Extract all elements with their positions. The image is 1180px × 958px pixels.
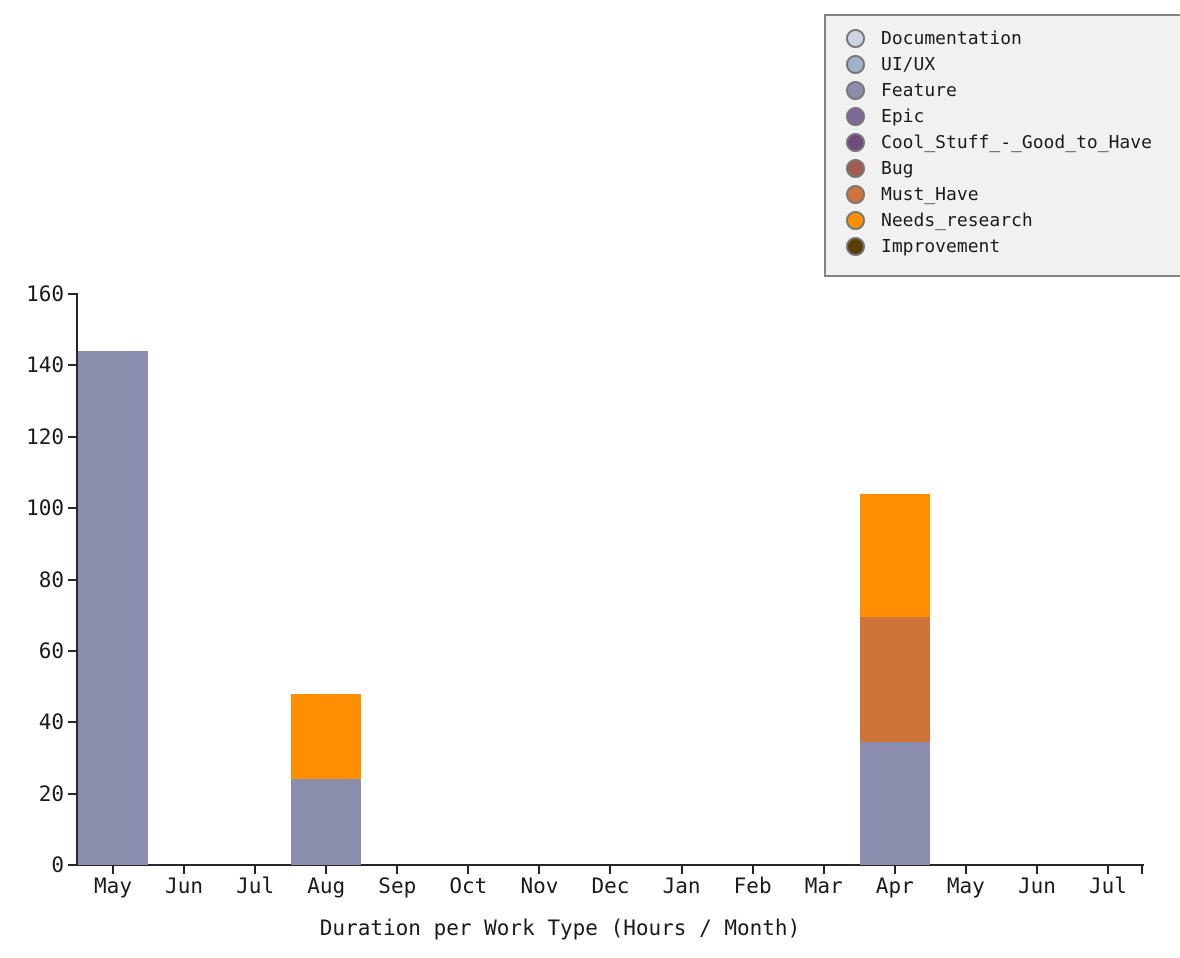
x-tick-mark	[538, 866, 541, 874]
legend-label: Must_Have	[881, 183, 979, 205]
bar-segment-must-have-apr	[859, 616, 930, 742]
x-tick-mark	[112, 866, 114, 874]
x-tick-label: Jul	[1089, 874, 1127, 898]
bar-segment-feature-aug	[291, 779, 362, 865]
x-tick-label: Sep	[378, 874, 417, 898]
legend-marker-icon	[846, 80, 865, 100]
legend-marker-icon	[846, 106, 865, 126]
x-axis-spine	[76, 864, 1144, 866]
legend-label: Epic	[881, 105, 925, 127]
x-tick-label: Jun	[165, 874, 204, 898]
legend-label: Needs_research	[881, 209, 1033, 231]
legend-marker-icon	[846, 54, 865, 74]
legend-label: Feature	[881, 79, 957, 101]
x-tick-mark	[964, 866, 967, 874]
y-tick-label: 60	[38, 638, 64, 663]
legend-item-epic: Epic	[846, 103, 1180, 129]
x-tick-mark	[822, 866, 825, 874]
bar-segment-needs-research-aug	[291, 693, 362, 780]
x-tick-mark	[1035, 866, 1038, 874]
legend-item-ui-ux: UI/UX	[846, 51, 1180, 77]
x-tick-label: May	[946, 874, 985, 898]
legend-item-documentation: Documentation	[846, 25, 1180, 51]
x-tick-mark	[396, 866, 399, 874]
y-axis-spine	[76, 293, 78, 866]
x-axis-end-tick	[1141, 866, 1143, 874]
y-tick-label: 140	[26, 353, 64, 378]
bar-segment-needs-research-apr	[859, 493, 930, 617]
legend-item-must-have: Must_Have	[846, 181, 1180, 207]
x-tick-label: Feb	[733, 874, 772, 898]
x-tick-label: May	[94, 874, 132, 898]
legend-label: UI/UX	[881, 53, 936, 75]
x-tick-mark	[183, 866, 186, 874]
legend-marker-icon	[846, 236, 865, 256]
x-tick-label: Jan	[662, 874, 701, 898]
legend-marker-icon	[846, 132, 865, 152]
y-tick-mark	[68, 792, 76, 795]
x-tick-label: Oct	[449, 874, 488, 898]
y-tick-label: 120	[26, 424, 64, 449]
bar-segment-feature-apr	[859, 741, 930, 865]
legend-label: Cool_Stuff_-_Good_to_Have	[881, 131, 1152, 153]
x-tick-mark	[254, 866, 257, 874]
x-tick-mark	[467, 866, 470, 874]
legend: Documentation UI/UX Feature Epic Cool_Stuff_…	[824, 14, 1180, 277]
x-tick-mark	[325, 866, 328, 874]
legend-item-bug: Bug	[846, 155, 1180, 181]
y-tick-mark	[68, 435, 76, 438]
legend-item-improvement: Improvement	[846, 233, 1180, 259]
y-tick-mark	[68, 649, 76, 652]
x-tick-mark	[680, 866, 683, 874]
bar-segment-feature-may	[78, 351, 148, 865]
x-tick-mark	[1106, 866, 1109, 874]
x-tick-label: Jun	[1017, 874, 1056, 898]
x-tick-mark	[751, 866, 754, 874]
x-tick-label: Apr	[875, 874, 914, 898]
x-tick-label: Jul	[236, 874, 275, 898]
y-tick-mark	[68, 507, 76, 510]
x-tick-label: Mar	[804, 874, 843, 898]
legend-item-cool-stuff-good-to-have: Cool_Stuff_-_Good_to_Have	[846, 129, 1180, 155]
y-tick-label: 160	[26, 282, 64, 306]
legend-marker-icon	[846, 28, 865, 48]
x-tick-label: Dec	[591, 874, 630, 898]
chart-title: Duration per Work Type (Hours / Month)	[319, 916, 801, 940]
x-tick-mark	[609, 866, 612, 874]
y-tick-label: 0	[51, 853, 64, 877]
x-tick-mark	[893, 866, 896, 874]
legend-item-feature: Feature	[846, 77, 1180, 103]
legend-item-needs-research: Needs_research	[846, 207, 1180, 233]
legend-label: Documentation	[881, 27, 1022, 49]
y-tick-label: 100	[26, 496, 64, 521]
y-tick-label: 20	[38, 781, 64, 806]
y-tick-mark	[68, 721, 76, 724]
legend-label: Bug	[881, 157, 914, 179]
y-tick-mark	[68, 864, 76, 866]
legend-label: Improvement	[881, 235, 1001, 257]
legend-marker-icon	[846, 184, 865, 204]
legend-marker-icon	[846, 210, 865, 230]
y-tick-mark	[68, 293, 76, 295]
y-tick-mark	[68, 364, 76, 367]
y-tick-label: 40	[38, 710, 64, 735]
y-tick-mark	[68, 578, 76, 581]
x-tick-label: Nov	[520, 874, 559, 898]
y-tick-label: 80	[38, 567, 64, 592]
legend-marker-icon	[846, 158, 865, 178]
x-tick-label: Aug	[307, 874, 346, 898]
